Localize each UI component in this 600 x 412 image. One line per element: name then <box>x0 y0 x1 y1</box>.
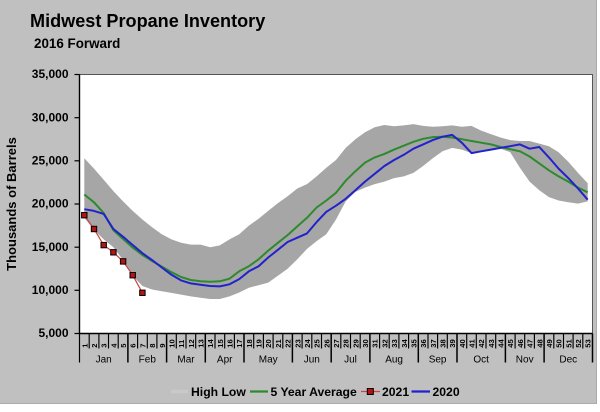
svg-text:45: 45 <box>506 338 515 347</box>
svg-text:3: 3 <box>100 343 109 347</box>
svg-text:33: 33 <box>390 339 399 347</box>
svg-text:Oct: Oct <box>473 355 489 366</box>
svg-text:41: 41 <box>468 338 477 347</box>
svg-text:15: 15 <box>216 338 225 347</box>
svg-text:12: 12 <box>187 339 196 347</box>
svg-text:24: 24 <box>303 338 312 347</box>
svg-text:32: 32 <box>380 339 389 347</box>
svg-text:37: 37 <box>429 339 438 347</box>
svg-text:2016 Forward: 2016 Forward <box>34 36 120 51</box>
svg-text:51: 51 <box>564 338 573 347</box>
svg-text:36: 36 <box>419 339 428 347</box>
svg-text:13: 13 <box>197 339 206 347</box>
svg-text:7: 7 <box>138 343 147 347</box>
svg-text:35: 35 <box>409 338 418 347</box>
svg-text:2: 2 <box>90 343 99 347</box>
svg-text:46: 46 <box>516 339 525 347</box>
svg-text:16: 16 <box>226 339 235 347</box>
svg-text:50: 50 <box>555 339 564 347</box>
svg-text:52: 52 <box>574 339 583 347</box>
svg-text:43: 43 <box>487 339 496 347</box>
svg-text:28: 28 <box>342 339 351 347</box>
svg-text:14: 14 <box>206 338 215 347</box>
svg-text:25,000: 25,000 <box>32 153 69 167</box>
svg-text:26: 26 <box>322 339 331 347</box>
svg-text:23: 23 <box>293 339 302 347</box>
svg-text:34: 34 <box>400 338 409 347</box>
svg-text:Dec: Dec <box>559 355 577 366</box>
svg-text:30: 30 <box>361 339 370 347</box>
svg-text:2021: 2021 <box>382 385 409 399</box>
svg-text:Aug: Aug <box>385 355 403 366</box>
svg-text:10: 10 <box>168 339 177 347</box>
svg-text:22: 22 <box>284 339 293 347</box>
svg-text:48: 48 <box>535 339 544 347</box>
svg-text:53: 53 <box>584 339 593 347</box>
svg-text:High Low: High Low <box>191 385 246 399</box>
svg-text:Jul: Jul <box>344 355 357 366</box>
svg-text:30,000: 30,000 <box>32 110 69 124</box>
svg-text:10,000: 10,000 <box>32 283 69 297</box>
svg-text:19: 19 <box>255 339 264 347</box>
svg-text:Feb: Feb <box>139 355 157 366</box>
svg-text:38: 38 <box>439 339 448 347</box>
svg-text:35,000: 35,000 <box>32 67 69 81</box>
svg-text:1: 1 <box>80 343 89 348</box>
svg-text:2020: 2020 <box>433 385 460 399</box>
svg-text:27: 27 <box>332 339 341 347</box>
svg-text:Jun: Jun <box>304 355 320 366</box>
svg-text:5,000: 5,000 <box>38 326 68 340</box>
svg-text:29: 29 <box>351 339 360 347</box>
svg-text:20,000: 20,000 <box>32 197 69 211</box>
svg-text:15,000: 15,000 <box>32 240 69 254</box>
svg-text:8: 8 <box>148 343 157 347</box>
svg-text:11: 11 <box>177 339 186 348</box>
svg-text:Nov: Nov <box>516 355 534 366</box>
svg-text:Jan: Jan <box>96 355 112 366</box>
svg-text:40: 40 <box>458 339 467 347</box>
svg-text:May: May <box>259 355 278 366</box>
svg-text:Apr: Apr <box>217 355 233 366</box>
svg-text:25: 25 <box>313 338 322 347</box>
svg-text:4: 4 <box>109 343 118 348</box>
svg-text:21: 21 <box>274 338 283 347</box>
svg-text:47: 47 <box>526 339 535 347</box>
svg-text:39: 39 <box>448 339 457 347</box>
svg-text:Mar: Mar <box>177 355 195 366</box>
svg-text:31: 31 <box>371 338 380 347</box>
svg-text:20: 20 <box>264 339 273 347</box>
svg-text:5: 5 <box>119 343 128 348</box>
svg-text:Thousands of Barrels: Thousands of Barrels <box>4 137 19 271</box>
svg-text:49: 49 <box>545 339 554 347</box>
svg-text:9: 9 <box>158 343 167 347</box>
svg-text:18: 18 <box>245 339 254 347</box>
svg-text:42: 42 <box>477 339 486 347</box>
svg-text:5 Year Average: 5 Year Average <box>271 385 358 399</box>
svg-text:44: 44 <box>497 338 506 347</box>
svg-text:Sep: Sep <box>429 355 447 366</box>
svg-text:6: 6 <box>129 343 138 347</box>
svg-text:Midwest Propane Inventory: Midwest Propane Inventory <box>30 11 265 31</box>
svg-text:17: 17 <box>235 339 244 347</box>
